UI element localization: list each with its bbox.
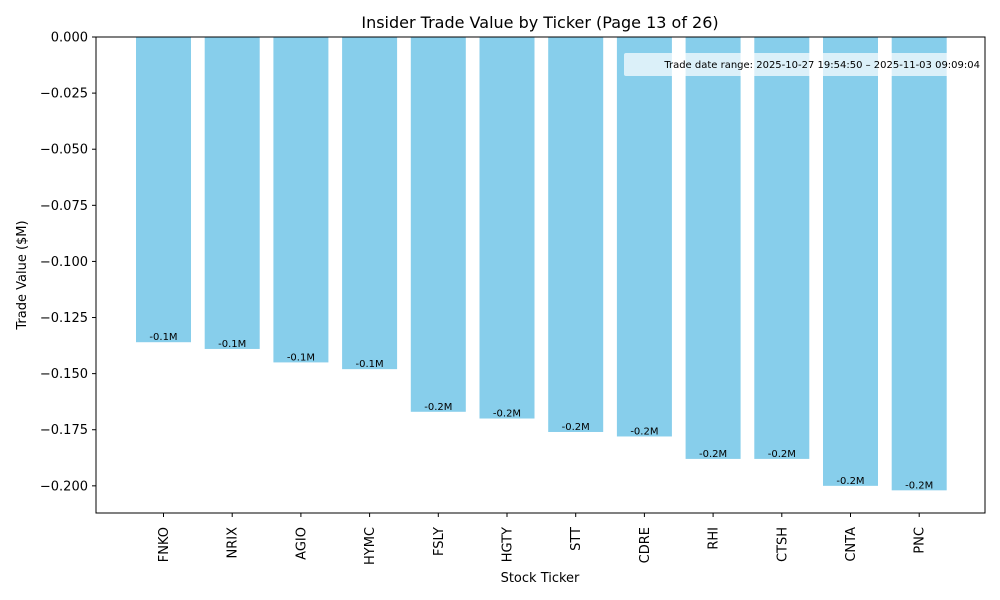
bar: [823, 37, 878, 486]
bar-data-label: -0.2M: [493, 409, 521, 420]
bar-data-label: -0.2M: [562, 422, 590, 433]
y-tick-label: −0.125: [40, 311, 88, 326]
y-tick-label: −0.175: [40, 423, 88, 438]
x-axis-label: Stock Ticker: [501, 571, 580, 586]
y-axis-label: Trade Value ($M): [15, 220, 30, 330]
x-tick-label: AGIO: [294, 527, 309, 560]
bar-data-label: -0.2M: [836, 476, 864, 487]
x-tick-label: CDRE: [638, 527, 653, 563]
bar-data-label: -0.1M: [287, 352, 315, 363]
y-tick-label: −0.025: [40, 87, 88, 102]
bar: [342, 37, 398, 370]
y-axis: 0.000 −0.025 −0.050 −0.075 −0.100 −0.125 −0.15…: [40, 31, 96, 494]
bar: [136, 37, 191, 343]
bar: [204, 37, 260, 349]
bar-data-label: -0.2M: [905, 480, 933, 491]
bar: [685, 37, 741, 459]
x-tick-label: STT: [569, 527, 584, 551]
y-tick-label: −0.075: [40, 199, 88, 214]
bar: [273, 37, 329, 363]
bar: [754, 37, 810, 459]
x-tick-label: RHI: [707, 527, 722, 550]
bar-data-label: -0.2M: [699, 449, 727, 460]
x-axis: FNKO NRIX AGIO HYMC FSLY HGTY STT CDRE RHI CTSH CN…: [157, 513, 928, 565]
bar-data-label: -0.1M: [149, 332, 177, 343]
bar: [479, 37, 535, 419]
bar: [548, 37, 604, 432]
bar-data-label: -0.2M: [630, 426, 658, 437]
annotation-box: Trade date range: 2025-10-27 19:54:50 – …: [624, 53, 986, 76]
bar-labels-group: -0.1M -0.1M -0.1M -0.1M -0.2M -0.2M -0.2M -0.2M…: [149, 332, 933, 491]
chart-title: Insider Trade Value by Ticker (Page 13 o…: [361, 13, 718, 32]
y-tick-label: 0.000: [51, 31, 88, 46]
y-tick-label: −0.100: [40, 255, 88, 270]
x-tick-label: HYMC: [363, 527, 378, 565]
x-tick-label: NRIX: [226, 527, 241, 559]
bars-group: [136, 37, 947, 491]
x-tick-label: FNKO: [157, 527, 172, 562]
y-tick-label: −0.200: [40, 479, 88, 494]
bar-data-label: -0.1M: [218, 339, 246, 350]
bar-data-label: -0.2M: [768, 449, 796, 460]
x-tick-label: FSLY: [432, 527, 447, 556]
x-tick-label: PNC: [913, 527, 928, 554]
x-tick-label: HGTY: [501, 527, 516, 562]
x-tick-label: CTSH: [775, 527, 790, 562]
bar: [616, 37, 672, 437]
bar: [410, 37, 466, 412]
annotation-text: Trade date range: 2025-10-27 19:54:50 – …: [663, 60, 980, 71]
x-tick-label: CNTA: [844, 527, 859, 562]
plot-frame: [95, 36, 986, 514]
annotation-background: [624, 53, 986, 76]
y-tick-label: −0.150: [40, 367, 88, 382]
y-tick-label: −0.050: [40, 143, 88, 158]
bar-data-label: -0.2M: [424, 402, 452, 413]
bar-data-label: -0.1M: [356, 359, 384, 370]
bar: [891, 37, 947, 491]
